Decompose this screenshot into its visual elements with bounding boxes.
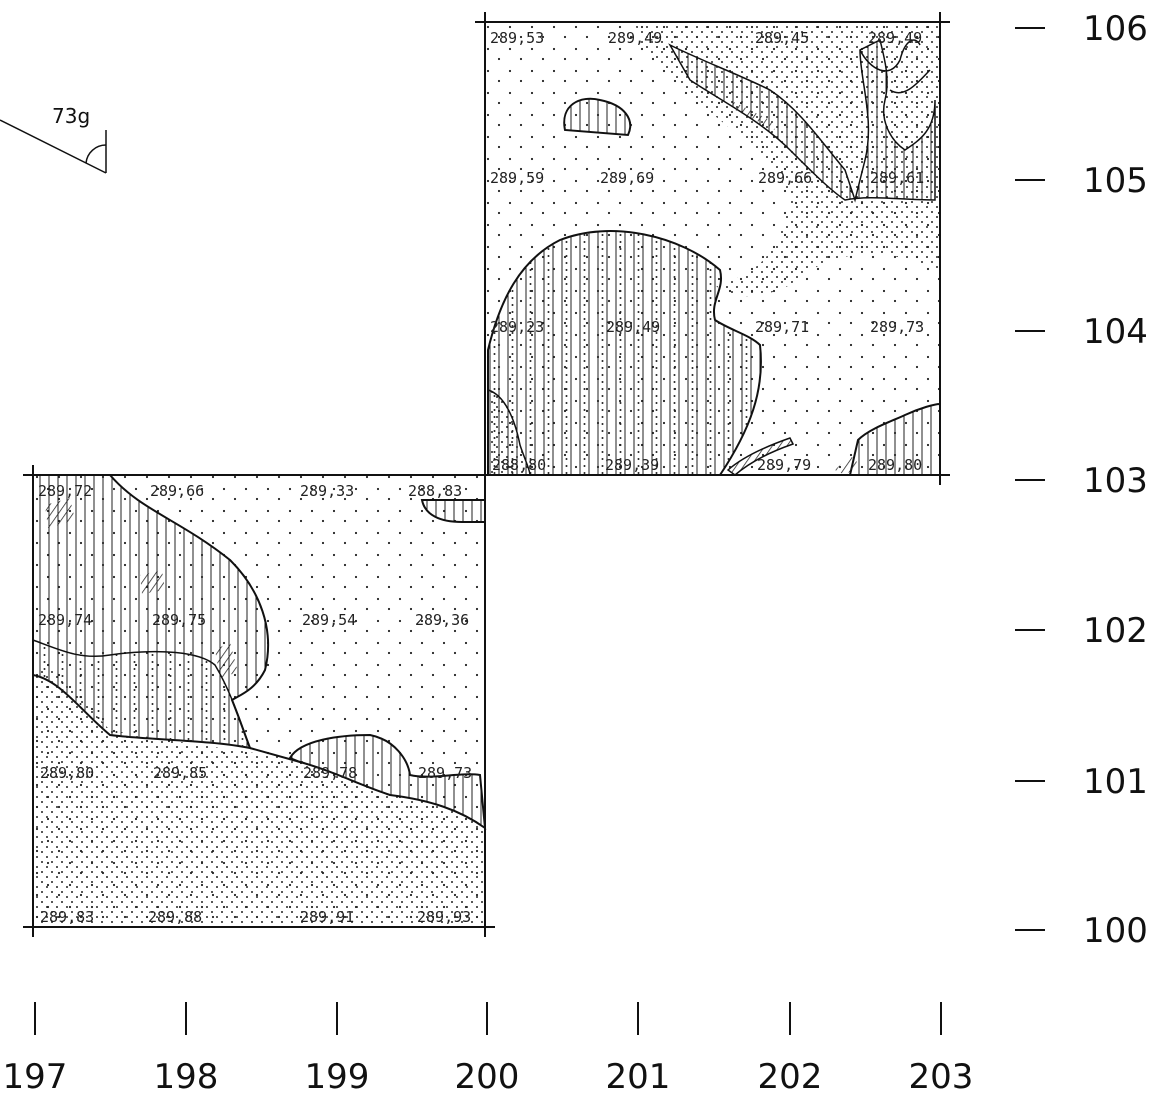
elevation-label: 289,73: [870, 318, 924, 336]
x-tick-label: 199: [305, 1057, 370, 1097]
elevation-label: 289,75: [152, 611, 206, 629]
elevation-label: 289,73: [418, 764, 472, 782]
elevation-label: 288,80: [492, 456, 546, 474]
elevation-label: 289,45: [755, 29, 809, 47]
y-tick-label: 101: [1083, 762, 1148, 802]
elevation-label: 289,49: [868, 29, 922, 47]
upper-square: [475, 12, 950, 485]
x-tick-label: 202: [758, 1057, 823, 1097]
lower-elevations: 289,72 289,66 289,33 288,83 289,74 289,7…: [38, 482, 472, 926]
elevation-label: 289,80: [40, 764, 94, 782]
elevation-label: 288,83: [408, 482, 462, 500]
elevation-label: 289,54: [302, 611, 356, 629]
y-tick-label: 100: [1083, 911, 1148, 951]
elevation-label: 289,69: [600, 169, 654, 187]
elevation-label: 289,91: [300, 908, 354, 926]
y-tick-label: 103: [1083, 461, 1148, 501]
y-axis: 106 105 104 103 102 101 100: [1015, 9, 1148, 951]
elevation-label: 289,74: [38, 611, 92, 629]
x-axis: 197 198 199 200 201 202 203: [3, 1002, 974, 1097]
elevation-label: 289,36: [415, 611, 469, 629]
elevation-label: 289,33: [300, 482, 354, 500]
elevation-label: 289,88: [148, 908, 202, 926]
elevation-label: 289,72: [38, 482, 92, 500]
elevation-label: 289,85: [153, 764, 207, 782]
elevation-label: 289,80: [868, 456, 922, 474]
elevation-label: 289,53: [490, 29, 544, 47]
x-tick-label: 200: [455, 1057, 520, 1097]
elevation-label: 289,78: [303, 764, 357, 782]
elevation-label: 289,66: [758, 169, 812, 187]
x-tick-label: 198: [154, 1057, 219, 1097]
elevation-label: 289,49: [606, 318, 660, 336]
x-tick-label: 201: [606, 1057, 671, 1097]
elevation-label: 289,83: [40, 908, 94, 926]
x-tick-label: 203: [909, 1057, 974, 1097]
y-tick-label: 106: [1083, 9, 1148, 49]
elevation-label: 289,66: [150, 482, 204, 500]
x-tick-label: 197: [3, 1057, 68, 1097]
elevation-label: 289,79: [757, 456, 811, 474]
y-tick-label: 105: [1083, 161, 1148, 201]
elevation-label: 289,61: [870, 169, 924, 187]
elevation-label: 289,93: [417, 908, 471, 926]
lower-square: [23, 465, 495, 937]
elevation-label: 289,23: [490, 318, 544, 336]
upper-elevations: 289,53 289,49 289,45 289,49 289,59 289,6…: [490, 29, 924, 474]
elevation-label: 289,71: [755, 318, 809, 336]
y-tick-label: 102: [1083, 611, 1148, 651]
bearing-indicator: 73g: [0, 104, 107, 174]
elevation-label: 289,59: [490, 169, 544, 187]
bearing-label: 73g: [52, 104, 90, 128]
elevation-label: 289,39: [605, 456, 659, 474]
elevation-label: 289,49: [608, 29, 662, 47]
y-tick-label: 104: [1083, 312, 1148, 352]
